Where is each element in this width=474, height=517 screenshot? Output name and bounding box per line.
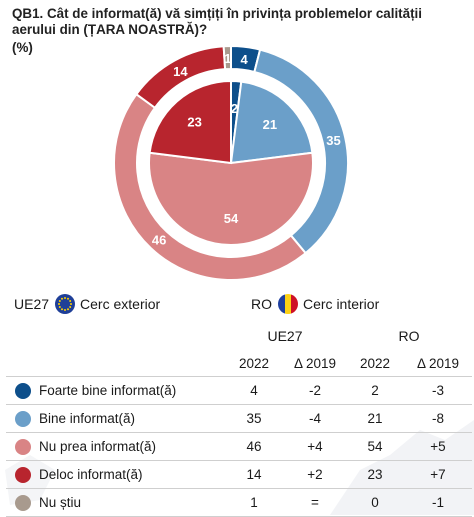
ro-value: 0 bbox=[346, 488, 404, 517]
eu-value: 46 bbox=[224, 432, 284, 461]
ro-value: 23 bbox=[346, 460, 404, 489]
col-eu-delta: Δ 2019 bbox=[284, 350, 346, 377]
legend-swatch bbox=[15, 494, 31, 511]
legend-swatch bbox=[15, 466, 31, 483]
ro-value: 2 bbox=[346, 376, 404, 405]
outer-data-label: 14 bbox=[173, 64, 188, 79]
group-ro: RO bbox=[398, 328, 420, 344]
donut-chart: 4 35 46 14 1 2 21 54 23 bbox=[113, 44, 349, 281]
ro-flag-icon bbox=[278, 294, 298, 314]
eu-delta: -2 bbox=[284, 376, 346, 405]
table-row: Bine informat(ă) 35 -4 21 -8 bbox=[6, 404, 472, 433]
ro-delta: -3 bbox=[404, 376, 472, 405]
inner-data-label: 21 bbox=[263, 117, 277, 132]
ro-delta: +5 bbox=[404, 432, 472, 461]
table-row: Deloc informat(ă) 14 +2 23 +7 bbox=[6, 460, 472, 489]
table-row: Foarte bine informat(ă) 4 -2 2 -3 bbox=[6, 376, 472, 405]
legend-swatch bbox=[15, 382, 31, 399]
legend-outer-label: Cerc exterior bbox=[80, 296, 161, 312]
table-sub-header: 2022 Δ 2019 2022 Δ 2019 bbox=[6, 350, 472, 377]
outer-slice-4 bbox=[222, 44, 232, 71]
outer-data-label: 35 bbox=[326, 133, 340, 148]
legend-inner: RO Cerc interior bbox=[251, 294, 379, 314]
ro-delta: -1 bbox=[404, 488, 472, 517]
outer-data-label: 4 bbox=[241, 52, 249, 67]
data-table: UE27 RO 2022 Δ 2019 2022 Δ 2019 Foarte b… bbox=[6, 322, 472, 517]
legend-swatch bbox=[15, 438, 31, 455]
outer-data-label: 1 bbox=[224, 51, 231, 66]
table-group-header: UE27 RO bbox=[6, 322, 472, 350]
category-label: Bine informat(ă) bbox=[39, 411, 136, 426]
eu-delta: +2 bbox=[284, 460, 346, 489]
eu-delta: -4 bbox=[284, 404, 346, 433]
inner-slice-1 bbox=[229, 80, 314, 165]
ro-value: 54 bbox=[346, 432, 404, 461]
eu-flag-icon bbox=[55, 294, 76, 314]
table-row: Nu știu 1 = 0 -1 bbox=[6, 488, 472, 517]
inner-data-label: 23 bbox=[187, 115, 201, 130]
col-ro-delta: Δ 2019 bbox=[404, 350, 472, 377]
eu-delta: = bbox=[284, 488, 346, 517]
legend-outer: UE27 Cerc exterior bbox=[14, 294, 160, 314]
inner-data-label: 2 bbox=[231, 101, 238, 116]
category-label: Deloc informat(ă) bbox=[39, 467, 143, 482]
category-label: Nu prea informat(ă) bbox=[39, 439, 157, 454]
col-ro-year: 2022 bbox=[346, 350, 404, 377]
eu-value: 14 bbox=[224, 460, 284, 489]
legend-inner-code: RO bbox=[251, 296, 272, 312]
question-title: QB1. Cât de informat(ă) vă simțiți în pr… bbox=[12, 6, 422, 37]
ro-delta: +7 bbox=[404, 460, 472, 489]
ro-delta: -8 bbox=[404, 404, 472, 433]
eu-value: 1 bbox=[224, 488, 284, 517]
outer-data-label: 46 bbox=[152, 233, 166, 248]
category-label: Nu știu bbox=[39, 495, 82, 510]
col-eu-year: 2022 bbox=[224, 350, 284, 377]
eu-value: 4 bbox=[224, 376, 284, 405]
eu-delta: +4 bbox=[284, 432, 346, 461]
unit-label: (%) bbox=[12, 40, 33, 55]
category-label: Foarte bine informat(ă) bbox=[39, 383, 177, 398]
legend-outer-code: UE27 bbox=[14, 296, 50, 312]
eu-value: 35 bbox=[224, 404, 284, 433]
inner-data-label: 54 bbox=[224, 211, 239, 226]
legend-inner-label: Cerc interior bbox=[303, 296, 380, 312]
group-eu: UE27 bbox=[267, 328, 303, 344]
inner-slice-3 bbox=[148, 79, 232, 165]
legend-swatch bbox=[15, 410, 31, 427]
ro-value: 21 bbox=[346, 404, 404, 433]
table-row: Nu prea informat(ă) 46 +4 54 +5 bbox=[6, 432, 472, 461]
inner-slice-2 bbox=[148, 151, 314, 246]
